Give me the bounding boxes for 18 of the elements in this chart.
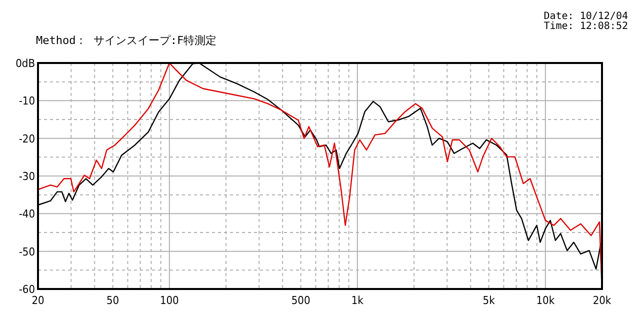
x-tick-label: 100 — [160, 294, 179, 307]
y-tick-label: -30 — [18, 170, 35, 183]
y-tick-label: -60 — [18, 283, 35, 296]
y-tick-label: 0dB — [16, 57, 36, 70]
x-tick-label: 10k — [536, 294, 555, 307]
chart-subtitle: Method： サインスイープ:F特測定 — [36, 34, 217, 47]
x-tick-label: 20k — [592, 294, 612, 307]
y-tick-label: -20 — [18, 132, 35, 146]
y-tick-label: -10 — [18, 94, 35, 108]
y-tick-label: -40 — [18, 208, 35, 221]
y-tick-label: -50 — [18, 245, 35, 258]
text: Date: 10/12/04 — [544, 11, 628, 22]
x-tick-label: 5k — [482, 294, 496, 307]
x-tick-label: 1k — [351, 294, 364, 307]
text: Time: 12:08:52 — [544, 21, 628, 32]
x-tick-label: 50 — [106, 294, 120, 307]
x-tick-label: 20 — [32, 294, 44, 307]
x-tick-label: 500 — [291, 294, 310, 307]
